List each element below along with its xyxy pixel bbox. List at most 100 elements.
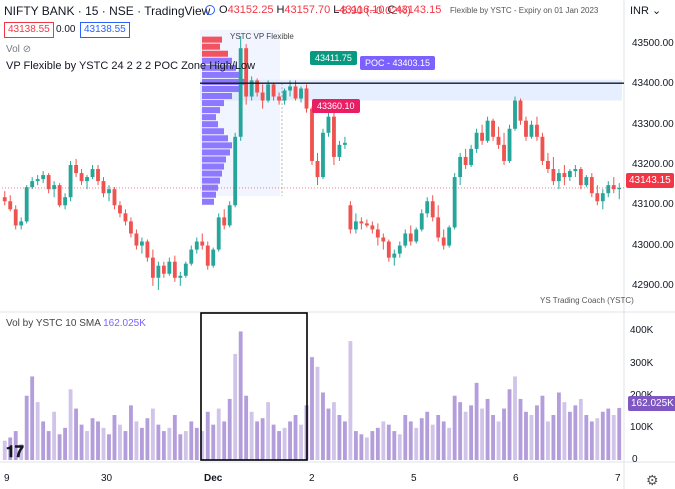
candle-body [321, 132, 325, 178]
candle-body [8, 201, 13, 210]
volume-bar [222, 421, 227, 460]
candle-body [491, 120, 495, 137]
candle-body [337, 144, 342, 157]
eye-off-icon[interactable]: ⊘ [22, 44, 32, 55]
candle-body [578, 169, 583, 186]
vp-indicator-label[interactable]: VP Flexible by YSTC 24 2 2 2 POC Zone Hi… [6, 60, 256, 72]
volume-bar [2, 440, 7, 460]
poc-tag: POC - 43403.15 [360, 56, 436, 70]
volume-profile-bar [202, 43, 220, 50]
volume-bar [546, 421, 550, 460]
candle-body [282, 90, 287, 101]
volume-bar [397, 434, 402, 460]
volume-bar [359, 434, 364, 460]
volume-bar [353, 431, 358, 460]
ohlc-value: 43152.25 [227, 4, 274, 16]
volume-bar [46, 431, 51, 460]
volume-bar [567, 411, 572, 460]
candle-body [200, 241, 205, 246]
watermark: YS Trading Coach (YSTC) [540, 296, 634, 305]
volume-profile [202, 36, 246, 205]
candle-body [447, 227, 452, 246]
volume-bar [551, 415, 556, 460]
volume-profile-bar [202, 64, 236, 71]
currency-menu[interactable]: INR ⌄ [630, 4, 661, 17]
volume-profile-bar [202, 71, 240, 78]
ohlc-label: C [387, 4, 396, 16]
time-tick-label: 6 [513, 473, 519, 484]
time-tick-label: 30 [101, 473, 113, 484]
volume-bar [205, 411, 210, 460]
volume-bar [348, 341, 353, 460]
volume-tick-label: 400K [630, 325, 654, 337]
volume-profile-bar [202, 191, 216, 198]
volume-bar [129, 405, 133, 460]
volume-bar [30, 376, 35, 460]
volume-bar [112, 415, 117, 460]
volume-profile-bar [202, 100, 224, 107]
volume-bar [90, 418, 95, 460]
ask-box[interactable]: 43138.55 [80, 22, 130, 38]
candle-body [129, 221, 133, 234]
volume-bar [244, 395, 249, 460]
volume-bar [463, 411, 468, 460]
chevron-down-icon: ⌄ [652, 5, 662, 17]
volume-bar [41, 421, 46, 460]
vol-pane-label: Vol by YSTC 10 SMA [6, 318, 101, 329]
candle-body [430, 201, 435, 218]
volume-profile-bar [202, 93, 232, 100]
volume-tick-label: 200K [630, 390, 653, 401]
volume-profile-bar [202, 135, 228, 142]
volume-bar [491, 415, 495, 460]
volume-bar [299, 424, 303, 460]
candle-body [194, 241, 199, 250]
candle-body [63, 197, 68, 206]
candle-body [529, 124, 534, 137]
volume-bar [414, 427, 419, 460]
candle-body [310, 108, 314, 161]
candle-body [211, 249, 216, 266]
candle-body [167, 261, 172, 274]
bid-box[interactable]: 43138.55 [4, 22, 54, 38]
time-tick-label: 5 [411, 473, 417, 484]
candle-body [288, 86, 292, 91]
symbol-title[interactable]: NIFTY BANK · 15 · NSE · TradingView [4, 4, 211, 18]
time-tick-label: 2 [309, 473, 315, 484]
candle-body [326, 116, 331, 133]
volume-bar [326, 408, 331, 460]
volume-bar [63, 427, 68, 460]
vol-pane-legend[interactable]: Vol by YSTC 10 SMA 162.025K [6, 318, 146, 329]
gear-icon[interactable]: ⚙ [646, 472, 659, 488]
candle-body [595, 193, 600, 202]
candle-body [332, 116, 336, 157]
volume-bar [611, 415, 616, 460]
candle-body [606, 185, 611, 194]
ohlc-readout: O43152.25 H43157.70 L43116.10 C43143.15 [219, 4, 444, 16]
volume-bar [578, 398, 583, 460]
candle-body [458, 156, 463, 178]
candle-body [90, 169, 95, 178]
volume-profile-bar [202, 198, 214, 205]
change-value: −8.90 (−0.02%) [335, 5, 411, 17]
price-tick-label: 43100.00 [632, 199, 674, 211]
candle-body [348, 205, 353, 230]
vp-high-tag: 43411.75 [310, 51, 357, 65]
tradingview-logo-icon[interactable]: 𝟏𝟕 [6, 444, 24, 461]
volume-bar [480, 408, 485, 460]
vol-indicator[interactable]: Vol ⊘ [6, 44, 31, 55]
volume-bar [524, 411, 528, 460]
vp-low-tag: 43360.10 [312, 99, 360, 113]
candle-body [397, 245, 402, 254]
volume-bar [172, 415, 177, 460]
volume-bar [606, 408, 611, 460]
candle-body [567, 171, 572, 178]
volume-bar [556, 392, 561, 460]
candle-body [183, 263, 188, 276]
volume-bar [447, 427, 452, 460]
candle-body [189, 249, 194, 264]
volume-bar [150, 408, 155, 460]
candle-body [502, 144, 506, 161]
volume-bar [370, 431, 375, 460]
candle-body [85, 177, 89, 182]
